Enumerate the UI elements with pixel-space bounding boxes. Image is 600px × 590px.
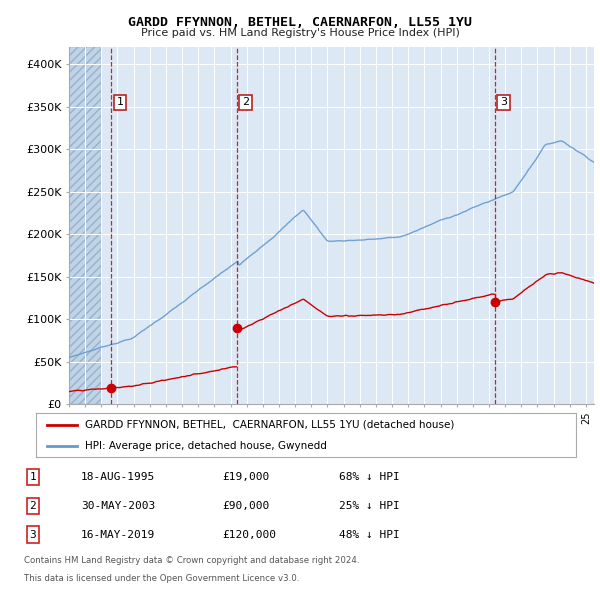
Text: Contains HM Land Registry data © Crown copyright and database right 2024.: Contains HM Land Registry data © Crown c…: [24, 556, 359, 565]
Text: £120,000: £120,000: [222, 530, 276, 539]
Text: GARDD FFYNNON, BETHEL,  CAERNARFON, LL55 1YU (detached house): GARDD FFYNNON, BETHEL, CAERNARFON, LL55 …: [85, 420, 454, 430]
Text: 18-AUG-1995: 18-AUG-1995: [81, 472, 155, 481]
Text: £90,000: £90,000: [222, 501, 269, 510]
Text: 1: 1: [29, 472, 37, 481]
Text: 68% ↓ HPI: 68% ↓ HPI: [339, 472, 400, 481]
Bar: [69, 47, 101, 404]
Text: 25% ↓ HPI: 25% ↓ HPI: [339, 501, 400, 510]
Text: 1: 1: [116, 97, 124, 107]
Text: 2: 2: [242, 97, 249, 107]
Text: 3: 3: [29, 530, 37, 539]
Text: 48% ↓ HPI: 48% ↓ HPI: [339, 530, 400, 539]
Text: 3: 3: [500, 97, 507, 107]
Text: HPI: Average price, detached house, Gwynedd: HPI: Average price, detached house, Gwyn…: [85, 441, 326, 451]
Text: Price paid vs. HM Land Registry's House Price Index (HPI): Price paid vs. HM Land Registry's House …: [140, 28, 460, 38]
Text: This data is licensed under the Open Government Licence v3.0.: This data is licensed under the Open Gov…: [24, 574, 299, 583]
Text: 16-MAY-2019: 16-MAY-2019: [81, 530, 155, 539]
Text: £19,000: £19,000: [222, 472, 269, 481]
Text: 30-MAY-2003: 30-MAY-2003: [81, 501, 155, 510]
Text: GARDD FFYNNON, BETHEL, CAERNARFON, LL55 1YU: GARDD FFYNNON, BETHEL, CAERNARFON, LL55 …: [128, 16, 472, 29]
Text: 2: 2: [29, 501, 37, 510]
